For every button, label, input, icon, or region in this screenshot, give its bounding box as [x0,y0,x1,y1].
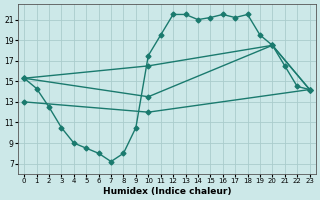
X-axis label: Humidex (Indice chaleur): Humidex (Indice chaleur) [103,187,231,196]
